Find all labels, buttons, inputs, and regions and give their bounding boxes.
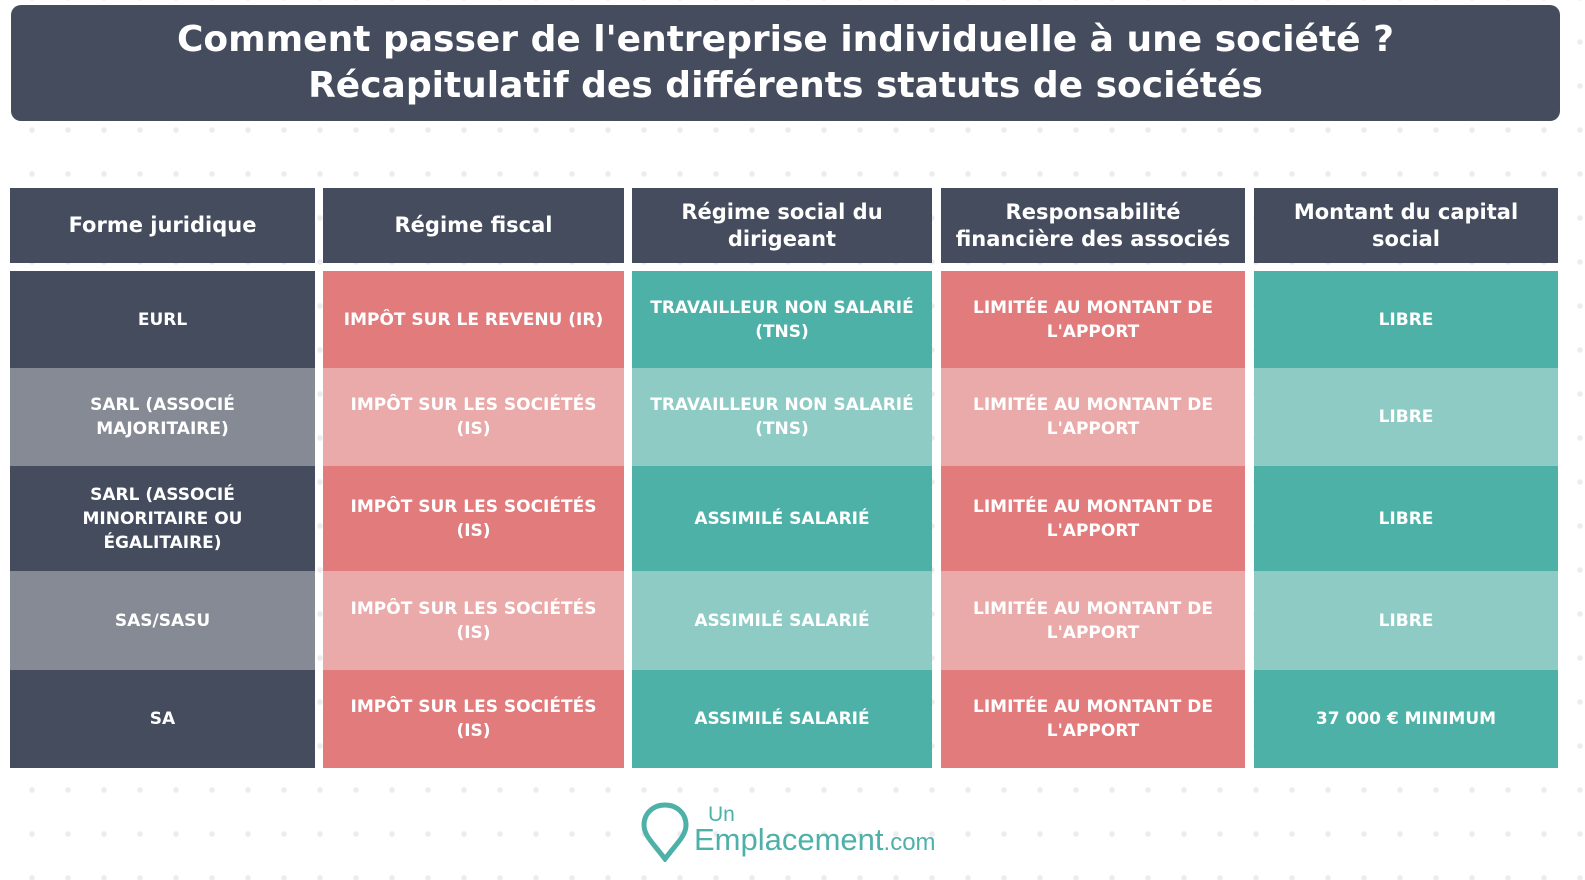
column-header-forme-juridique: Forme juridique <box>10 188 315 263</box>
row-4-social-cell: ASSIMILÉ SALARIÉ <box>632 571 932 670</box>
logo-text-main: Emplacement.com <box>694 822 936 861</box>
title-line-2: Récapitulatif des différents statuts de … <box>308 65 1263 106</box>
row-4-forme-cell: SAS/SASU <box>10 571 315 670</box>
row-3-capital-cell: LIBRE <box>1254 466 1558 571</box>
row-1-capital-cell: LIBRE <box>1254 271 1558 368</box>
page-title: Comment passer de l'entreprise individue… <box>11 5 1560 121</box>
row-4-fiscal-cell: IMPÔT SUR LES SOCIÉTÉS (IS) <box>323 571 624 670</box>
column-header-capital: Montant du capital social <box>1254 188 1558 263</box>
logo-text-un: Un <box>708 803 735 826</box>
row-3-responsabilite-cell: LIMITÉE AU MONTANT DE L'APPORT <box>941 466 1245 571</box>
column-header-regime-fiscal: Régime fiscal <box>323 188 624 263</box>
column-header-responsabilite: Responsabilité financière des associés <box>941 188 1245 263</box>
row-2-social-cell: TRAVAILLEUR NON SALARIÉ (TNS) <box>632 368 932 466</box>
row-1-responsabilite-cell: LIMITÉE AU MONTANT DE L'APPORT <box>941 271 1245 368</box>
row-3-forme-cell: SARL (ASSOCIÉ MINORITAIRE OU ÉGALITAIRE) <box>10 466 315 571</box>
row-1-forme-cell: EURL <box>10 271 315 368</box>
row-1-social-cell: TRAVAILLEUR NON SALARIÉ (TNS) <box>632 271 932 368</box>
location-pin-icon <box>641 802 689 862</box>
row-2-fiscal-cell: IMPÔT SUR LES SOCIÉTÉS (IS) <box>323 368 624 466</box>
logo-text-domain: .com <box>883 829 936 856</box>
row-2-forme-cell: SARL (ASSOCIÉ MAJORITAIRE) <box>10 368 315 466</box>
logo-text-emplacement: Emplacement <box>694 822 884 857</box>
row-5-social-cell: ASSIMILÉ SALARIÉ <box>632 670 932 768</box>
row-5-capital-cell: 37 000 € MINIMUM <box>1254 670 1558 768</box>
row-1-fiscal-cell: IMPÔT SUR LE REVENU (IR) <box>323 271 624 368</box>
brand-logo: Un Emplacement.com <box>640 800 936 862</box>
row-3-social-cell: ASSIMILÉ SALARIÉ <box>632 466 932 571</box>
row-3-fiscal-cell: IMPÔT SUR LES SOCIÉTÉS (IS) <box>323 466 624 571</box>
row-5-responsabilite-cell: LIMITÉE AU MONTANT DE L'APPORT <box>941 670 1245 768</box>
row-4-capital-cell: LIBRE <box>1254 571 1558 670</box>
logo-wordmark: Un Emplacement.com <box>694 803 936 862</box>
column-header-regime-social: Régime social du dirigeant <box>632 188 932 263</box>
row-2-capital-cell: LIBRE <box>1254 368 1558 466</box>
row-2-responsabilite-cell: LIMITÉE AU MONTANT DE L'APPORT <box>941 368 1245 466</box>
row-4-responsabilite-cell: LIMITÉE AU MONTANT DE L'APPORT <box>941 571 1245 670</box>
title-line-1: Comment passer de l'entreprise individue… <box>177 19 1394 60</box>
row-5-forme-cell: SA <box>10 670 315 768</box>
row-5-fiscal-cell: IMPÔT SUR LES SOCIÉTÉS (IS) <box>323 670 624 768</box>
